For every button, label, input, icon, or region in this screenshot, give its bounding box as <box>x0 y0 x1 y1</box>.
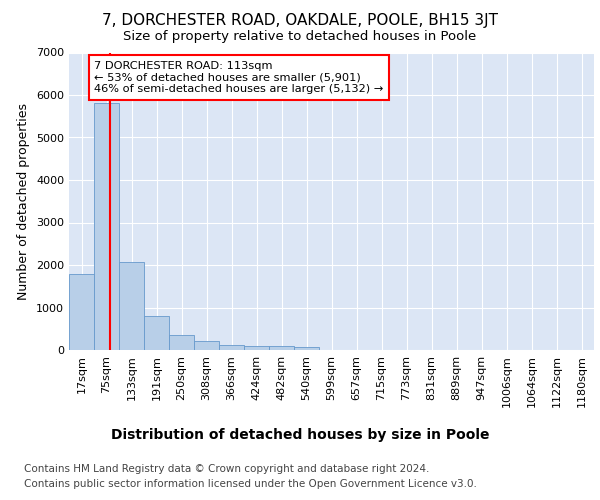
Bar <box>94 104 119 350</box>
Text: 7 DORCHESTER ROAD: 113sqm
← 53% of detached houses are smaller (5,901)
46% of se: 7 DORCHESTER ROAD: 113sqm ← 53% of detac… <box>95 61 384 94</box>
Text: 7, DORCHESTER ROAD, OAKDALE, POOLE, BH15 3JT: 7, DORCHESTER ROAD, OAKDALE, POOLE, BH15… <box>102 12 498 28</box>
Bar <box>194 340 219 350</box>
Text: Contains HM Land Registry data © Crown copyright and database right 2024.: Contains HM Land Registry data © Crown c… <box>24 464 430 474</box>
Bar <box>219 346 244 350</box>
Bar <box>269 346 294 350</box>
Bar <box>144 316 169 350</box>
Y-axis label: Number of detached properties: Number of detached properties <box>17 103 31 300</box>
Text: Size of property relative to detached houses in Poole: Size of property relative to detached ho… <box>124 30 476 43</box>
Bar <box>119 262 144 350</box>
Bar <box>169 334 194 350</box>
Bar <box>294 347 319 350</box>
Bar <box>69 274 94 350</box>
Text: Contains public sector information licensed under the Open Government Licence v3: Contains public sector information licen… <box>24 479 477 489</box>
Bar <box>244 346 269 350</box>
Text: Distribution of detached houses by size in Poole: Distribution of detached houses by size … <box>111 428 489 442</box>
